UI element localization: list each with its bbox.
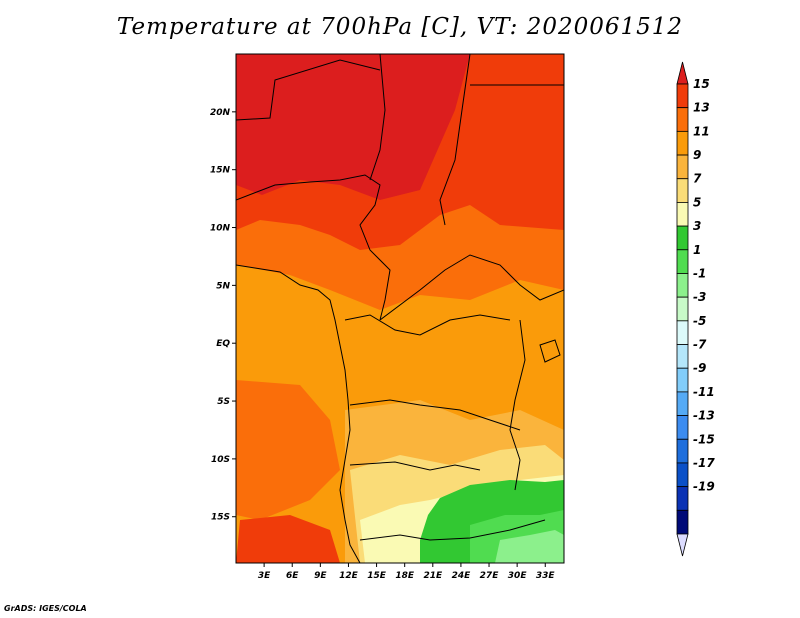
colorbar-swatch xyxy=(676,178,689,203)
colorbar-label: -11 xyxy=(693,385,715,399)
colorbar-swatch xyxy=(676,438,689,464)
colorbar-label: 5 xyxy=(693,195,701,209)
colorbar-label: 7 xyxy=(693,172,702,186)
lon-tick-label: 18E xyxy=(395,571,415,581)
border-line-11 xyxy=(509,319,526,491)
colorbar-swatch xyxy=(676,462,689,488)
colorbar-top-arrow xyxy=(676,61,689,85)
lat-tick-label: 10N xyxy=(210,224,231,234)
colorbar-swatch xyxy=(676,367,689,393)
colorbar-swatch xyxy=(676,344,689,369)
colorbar-swatch xyxy=(676,225,689,251)
map-frame xyxy=(235,53,565,564)
colorbar-label: 11 xyxy=(693,124,710,138)
lon-tick-label: 33E xyxy=(536,571,556,581)
band-13-15-west xyxy=(236,54,470,200)
colorbar-label: -3 xyxy=(693,290,706,304)
colorbar-swatch xyxy=(676,249,689,274)
border-line-9 xyxy=(236,59,381,121)
colorbar-swatch xyxy=(676,486,689,511)
colorbar-swatch xyxy=(676,391,689,416)
border-line-3 xyxy=(344,314,511,336)
lat-tick-label: 15S xyxy=(211,513,230,523)
colorbar-swatch xyxy=(676,296,689,322)
colorbar-label: -7 xyxy=(693,338,707,352)
border-line-5 xyxy=(349,461,481,471)
colorbar-swatch xyxy=(676,107,689,132)
coastline xyxy=(236,264,361,563)
lat-tick-label: 5S xyxy=(217,397,230,407)
lon-tick-label: 6E xyxy=(286,571,299,581)
colorbar-swatch xyxy=(676,130,689,156)
colorbar-label: -13 xyxy=(693,409,715,423)
lat-tick-label: 5N xyxy=(216,281,230,291)
lon-tick-label: 9E xyxy=(314,571,327,581)
colorbar-label: -9 xyxy=(693,361,706,375)
border-line-2 xyxy=(379,254,564,321)
lon-tick-label: 12E xyxy=(339,571,359,581)
lon-tick-label: 30E xyxy=(508,571,528,581)
colorbar-swatch xyxy=(676,273,689,298)
colorbar-bottom-arrow xyxy=(676,533,689,557)
lake-outline xyxy=(539,339,561,363)
colorbar-swatch xyxy=(676,202,689,227)
band-southwest xyxy=(236,380,340,520)
map-title: Temperature at 700hPa [C], VT: 202006151… xyxy=(116,14,684,40)
lon-tick-label: 21E xyxy=(423,571,443,581)
lat-tick-label: 10S xyxy=(211,455,230,465)
colorbar-swatch xyxy=(676,83,689,109)
border-line-8 xyxy=(439,54,471,226)
lon-tick-label: 15E xyxy=(367,571,387,581)
colorbar: 15 13 11 9 7 5 3 1 -1 -3 -5 -7 -9 -11 -13 -15 -17 -19 xyxy=(676,61,715,557)
colorbar-label: -19 xyxy=(693,480,715,494)
grads-credit: GrADS: IGES/COLA xyxy=(4,604,87,613)
colorbar-label: 13 xyxy=(693,101,710,115)
colorbar-label: -17 xyxy=(693,456,715,470)
colorbar-swatch xyxy=(676,509,689,535)
colorbar-label: -5 xyxy=(693,314,706,328)
lat-tick-label: 15N xyxy=(210,166,231,176)
colorbar-label: 15 xyxy=(693,77,710,91)
coastlines-borders xyxy=(236,54,564,563)
band-m3-m1 xyxy=(495,530,564,563)
lon-tick-label: 3E xyxy=(258,571,271,581)
colorbar-swatch xyxy=(676,415,689,440)
lat-tick-label: EQ xyxy=(216,339,230,349)
lat-tick-label: 20N xyxy=(210,108,231,118)
colorbar-label: 3 xyxy=(693,219,701,233)
temperature-field xyxy=(236,54,564,563)
border-line-6 xyxy=(359,519,546,541)
longitude-ticks: 3E 6E 9E 12E 15E 18E 21E 24E 27E 30E 33E xyxy=(258,563,556,581)
border-line-1 xyxy=(236,174,391,321)
border-line-4 xyxy=(349,399,521,431)
colorbar-label: -1 xyxy=(693,266,706,280)
band-southwest-hot xyxy=(236,515,340,563)
lon-tick-label: 24E xyxy=(452,571,472,581)
colorbar-label: 1 xyxy=(693,243,701,257)
colorbar-label: -15 xyxy=(693,432,715,446)
latitude-ticks: 20N 15N 10N 5N EQ 5S 10S 15S xyxy=(210,108,236,523)
border-line-7 xyxy=(369,54,386,181)
colorbar-label: 9 xyxy=(693,148,701,162)
colorbar-swatch xyxy=(676,320,689,345)
lon-tick-label: 27E xyxy=(480,571,500,581)
colorbar-swatch xyxy=(676,154,689,180)
